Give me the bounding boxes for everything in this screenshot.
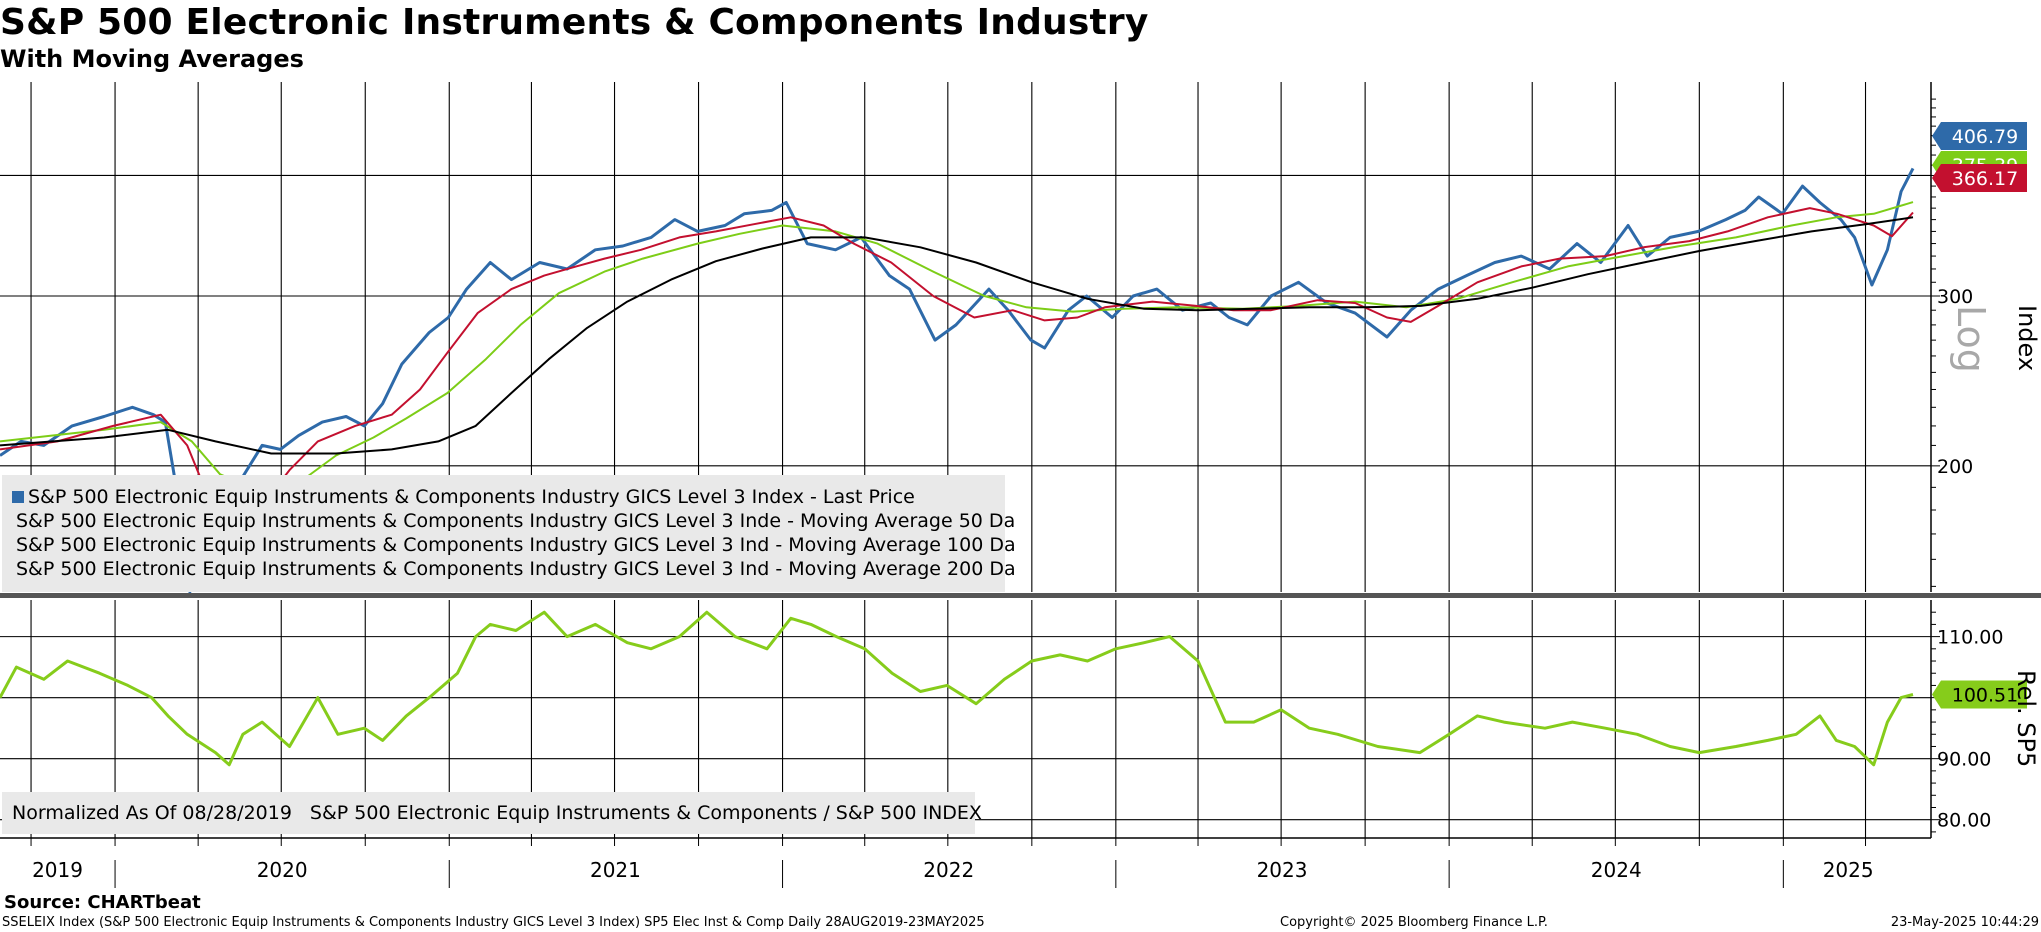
price-last-value-tag-text: 406.79 xyxy=(1952,126,2018,148)
legend-entry-ma50: S&P 500 Electronic Equip Instruments & C… xyxy=(2,509,1015,533)
relative-last-value-tag-text: 100.51 xyxy=(1952,685,2018,707)
x-tick-label: 2021 xyxy=(590,858,641,882)
lower-y-tick-label: 80.00 xyxy=(1937,810,1991,832)
legend-label-relative: S&P 500 Electronic Equip Instruments & C… xyxy=(309,802,982,824)
x-tick-label: 2025 xyxy=(1823,858,1874,882)
lower-y-tick-label: 110.00 xyxy=(1937,627,2003,649)
grid-layer xyxy=(0,82,1931,838)
x-tick-label: 2023 xyxy=(1257,858,1308,882)
ma50-last-value-tag-text: 366.17 xyxy=(1952,168,2018,190)
legend-label-price: S&P 500 Electronic Equip Instruments & C… xyxy=(28,486,915,508)
ma50-last-value-tag: 366.17 xyxy=(1932,164,2027,192)
upper-y-tick-label: 300 xyxy=(1937,286,1973,308)
legend-entry-ma100: S&P 500 Electronic Equip Instruments & C… xyxy=(2,533,1016,557)
legend-entry-price: S&P 500 Electronic Equip Instruments & C… xyxy=(2,485,1005,509)
x-tick-label: 2020 xyxy=(257,858,308,882)
labels-layer: 20030080.0090.00100.00110.00201920202021… xyxy=(32,122,2027,882)
lower-series-layer xyxy=(0,610,1914,767)
lower-series-line-0 xyxy=(0,610,1914,767)
upper-series-line-3 xyxy=(0,216,1914,455)
price-last-value-tag-shape xyxy=(1932,122,2027,150)
lower-legend: Normalized As Of 08/28/2019 S&P 500 Elec… xyxy=(2,792,982,834)
upper-y-tick-label: 200 xyxy=(1937,456,1973,478)
lower-y-axis-title: Rel. SP5 xyxy=(2012,670,2040,768)
legend-entry-ma200: S&P 500 Electronic Equip Instruments & C… xyxy=(2,557,1016,581)
panel-separator xyxy=(0,593,2041,598)
upper-series-layer xyxy=(0,167,1915,594)
upper-series-line-2 xyxy=(0,201,1914,495)
price-last-value-tag: 406.79 xyxy=(1932,122,2027,150)
footer-description: SSELEIX Index (S&P 500 Electronic Equip … xyxy=(2,915,985,930)
axes-layer xyxy=(0,82,2041,888)
normalization-note: Normalized As Of 08/28/2019 xyxy=(12,802,292,824)
chart-subtitle: With Moving Averages xyxy=(0,45,304,73)
legend-label-ma200: S&P 500 Electronic Equip Instruments & C… xyxy=(16,558,1016,580)
upper-series-line-0 xyxy=(0,167,1915,594)
chart-title: S&P 500 Electronic Instruments & Compone… xyxy=(0,2,1149,43)
footer-copyright: Copyright© 2025 Bloomberg Finance L.P. xyxy=(1280,915,1548,930)
x-tick-label: 2019 xyxy=(32,858,83,882)
log-scale-label: Log xyxy=(1949,305,1993,373)
relative-last-value-tag: 100.51 xyxy=(1932,680,2027,709)
upper-legend: S&P 500 Electronic Equip Instruments & C… xyxy=(2,475,1016,592)
x-tick-label: 2024 xyxy=(1591,858,1642,882)
upper-series-line-1 xyxy=(0,207,1914,535)
x-tick-label: 2022 xyxy=(923,858,974,882)
legend-label-ma50: S&P 500 Electronic Equip Instruments & C… xyxy=(16,510,1016,532)
legend-label-ma100: S&P 500 Electronic Equip Instruments & C… xyxy=(16,534,1016,556)
relative-last-value-tag-shape xyxy=(1932,680,2027,709)
ma50-last-value-tag-shape xyxy=(1932,164,2027,192)
upper-y-axis-title: Index xyxy=(2013,305,2041,372)
legend-swatch-price xyxy=(12,491,24,503)
source-label: Source: CHARTbeat xyxy=(4,892,201,913)
lower-y-tick-label: 90.00 xyxy=(1937,749,1991,771)
footer-timestamp: 23-May-2025 10:44:29 xyxy=(1890,915,2039,930)
